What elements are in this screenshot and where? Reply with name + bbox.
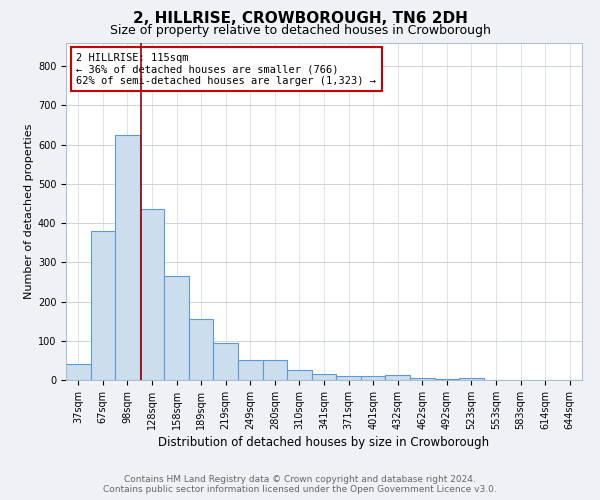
Text: Size of property relative to detached houses in Crowborough: Size of property relative to detached ho… [110, 24, 490, 37]
Bar [164, 276, 189, 380]
Bar [91, 231, 115, 380]
Bar [140, 210, 164, 380]
Bar [434, 379, 459, 380]
Bar [214, 342, 238, 380]
X-axis label: Distribution of detached houses by size in Crowborough: Distribution of detached houses by size … [158, 436, 490, 449]
Bar [459, 378, 484, 380]
Bar [336, 376, 361, 380]
Text: Contains HM Land Registry data © Crown copyright and database right 2024.
Contai: Contains HM Land Registry data © Crown c… [103, 474, 497, 494]
Y-axis label: Number of detached properties: Number of detached properties [23, 124, 34, 299]
Bar [385, 376, 410, 380]
Bar [312, 374, 336, 380]
Bar [287, 370, 312, 380]
Bar [238, 360, 263, 380]
Bar [263, 360, 287, 380]
Text: 2, HILLRISE, CROWBOROUGH, TN6 2DH: 2, HILLRISE, CROWBOROUGH, TN6 2DH [133, 11, 467, 26]
Bar [66, 364, 91, 380]
Text: 2 HILLRISE: 115sqm
← 36% of detached houses are smaller (766)
62% of semi-detach: 2 HILLRISE: 115sqm ← 36% of detached hou… [76, 52, 376, 86]
Bar [189, 319, 214, 380]
Bar [410, 378, 434, 380]
Bar [115, 134, 140, 380]
Bar [361, 376, 385, 380]
